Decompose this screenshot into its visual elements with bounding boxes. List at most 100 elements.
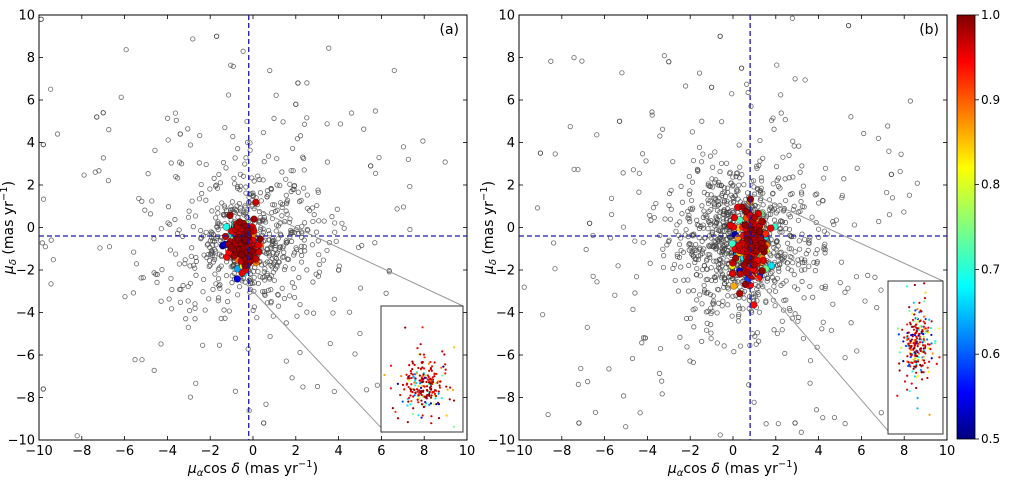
field-star-point (550, 240, 557, 246)
field-star-point (592, 409, 599, 415)
field-star-point (650, 205, 656, 211)
inset-star-point (428, 390, 431, 394)
field-star-point (138, 275, 144, 281)
inset-star-point (905, 285, 909, 288)
inset-star-point (448, 398, 451, 401)
field-star-point (774, 275, 780, 282)
field-star-point (251, 178, 257, 184)
inset-star-point (415, 381, 418, 385)
field-star-point (571, 166, 577, 172)
field-star-point (695, 168, 701, 174)
inset-star-point (913, 343, 916, 346)
field-star-point (208, 251, 214, 257)
inset-star-point (908, 309, 911, 313)
field-star-point (848, 320, 854, 326)
field-star-point (802, 257, 808, 263)
field-star-point (612, 292, 618, 298)
inset-star-point (907, 361, 910, 364)
field-star-point (727, 169, 733, 175)
member-star-point (234, 235, 242, 243)
field-star-point (839, 192, 845, 199)
inset-star-point (922, 350, 925, 353)
inset-star-point (436, 401, 440, 404)
field-star-point (275, 303, 282, 309)
field-star-point (763, 214, 770, 220)
field-star-point (283, 320, 289, 326)
field-star-point (122, 294, 128, 300)
field-star-point (213, 242, 219, 248)
field-star-point (347, 309, 353, 315)
field-star-point (717, 168, 723, 175)
field-star-point (316, 218, 322, 224)
field-star-point (842, 355, 848, 361)
inset-star-point (417, 385, 420, 388)
field-star-point (394, 206, 400, 212)
field-star-point (632, 290, 638, 296)
field-star-point (721, 284, 727, 290)
field-star-point (722, 252, 728, 258)
x-axis-label-a: μαcos δ (mas yr−1) (187, 459, 318, 479)
inset-star-point (411, 373, 415, 376)
field-star-point (678, 247, 684, 254)
field-star-point (898, 151, 904, 157)
field-star-point (878, 410, 884, 416)
field-star-point (262, 289, 268, 295)
inset-star-point (908, 305, 911, 309)
field-star-point (689, 251, 695, 257)
inset-star-point (930, 320, 933, 323)
field-star-point (149, 198, 155, 204)
field-star-point (786, 175, 792, 181)
inset-star-point (433, 389, 437, 392)
field-star-point (801, 295, 807, 301)
field-star-point (272, 254, 278, 260)
field-star-point (274, 155, 280, 162)
y-tick-label: −6 (496, 349, 515, 364)
field-star-point (708, 192, 714, 198)
field-star-point (735, 303, 742, 309)
field-star-point (812, 268, 818, 274)
inset-star-point (924, 291, 927, 294)
field-star-point (807, 380, 813, 386)
field-star-point (872, 274, 878, 280)
field-star-point (243, 184, 249, 190)
inset-star-point (902, 340, 905, 343)
field-star-point (678, 264, 684, 270)
field-star-point (714, 310, 720, 316)
field-star-point (812, 192, 818, 198)
y-tick-label: 2 (27, 179, 35, 194)
field-star-point (661, 253, 667, 259)
field-star-point (700, 151, 706, 157)
inset-star-point (420, 399, 423, 402)
zoom-inset-a (380, 305, 464, 433)
field-star-point (235, 292, 241, 298)
field-star-point (182, 261, 188, 267)
inset-star-point (410, 400, 413, 403)
field-star-point (296, 275, 302, 281)
inset-star-point (914, 357, 917, 360)
inset-star-point (428, 394, 431, 398)
field-star-point (168, 160, 174, 166)
field-star-point (74, 433, 80, 439)
field-star-point (105, 177, 111, 184)
inset-star-point (436, 381, 439, 384)
inset-star-point (406, 404, 409, 407)
field-star-point (301, 167, 307, 173)
field-star-point (789, 191, 795, 197)
inset-star-point (906, 335, 909, 338)
inset-star-point (930, 357, 933, 360)
field-star-point (736, 175, 743, 181)
colorbar-tick-label: 0.7 (981, 262, 1000, 276)
inset-star-point (902, 336, 906, 339)
field-star-point (405, 156, 412, 162)
member-star-point (736, 270, 744, 278)
field-star-point (693, 256, 699, 262)
field-star-point (584, 324, 590, 330)
inset-star-point (401, 400, 404, 403)
field-star-point (720, 216, 726, 222)
inset-star-point (923, 361, 926, 365)
field-star-point (243, 155, 249, 161)
field-star-point (609, 211, 615, 218)
field-star-point (187, 142, 194, 148)
inset-star-point (426, 389, 429, 392)
inset-star-point (927, 347, 930, 350)
